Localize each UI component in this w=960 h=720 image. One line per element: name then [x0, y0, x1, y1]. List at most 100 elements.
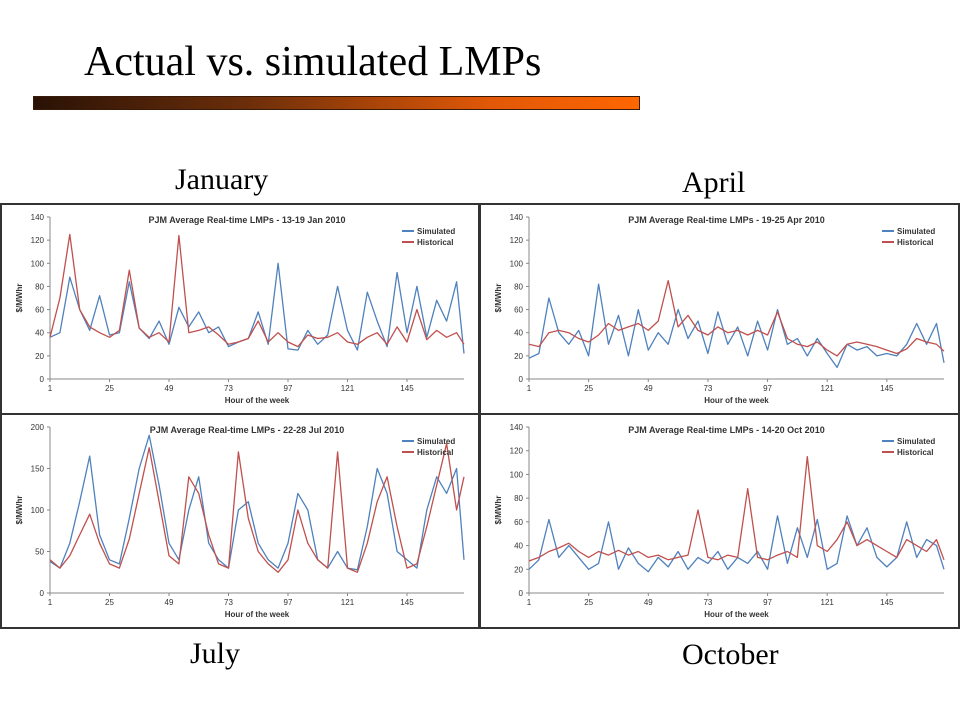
legend-label-simulated: Simulated [417, 437, 455, 446]
y-tick-label: 20 [514, 565, 523, 574]
x-tick-label: 121 [821, 384, 835, 393]
chart-title: PJM Average Real-time LMPs - 13-19 Jan 2… [149, 215, 346, 225]
x-tick-label: 49 [165, 598, 174, 607]
title-underline-bar [33, 96, 640, 110]
x-tick-label: 97 [284, 598, 293, 607]
y-tick-label: 0 [519, 589, 524, 598]
y-tick-label: 100 [510, 470, 524, 479]
chart-october: 0 20 40 60 80 100 120 140 1 25 49 73 97 121 145 Hour of… [481, 415, 958, 627]
x-tick-label: 1 [48, 384, 53, 393]
y-tick-label: 200 [31, 423, 45, 432]
y-tick-label: 20 [35, 352, 44, 361]
chart-january-svg: 0 20 40 60 80 100 120 140 1 25 49 73 97 121 145 Hour of… [15, 213, 465, 405]
legend-label-historical: Historical [897, 448, 933, 457]
legend-label-simulated: Simulated [417, 227, 455, 236]
x-tick-label: 73 [224, 598, 233, 607]
y-tick-label: 120 [510, 447, 524, 456]
series-line-historical [528, 455, 945, 562]
series-line-simulated [49, 262, 465, 354]
series-line-simulated [49, 434, 465, 571]
chart-july-svg: 0 50 100 150 200 1 25 49 73 97 121 145 Hour of the w… [15, 423, 465, 619]
legend-label-historical: Historical [417, 448, 453, 457]
legend-label-historical: Historical [897, 238, 933, 247]
x-tick-label: 97 [763, 384, 772, 393]
chart-april-svg: 0 20 40 60 80 100 120 140 1 25 49 73 97 121 145 Hour of… [494, 213, 945, 405]
x-tick-label: 73 [703, 384, 712, 393]
x-axis-label: Hour of the week [225, 396, 290, 405]
y-tick-label: 20 [514, 352, 523, 361]
y-tick-label: 80 [35, 282, 44, 291]
series-line-simulated [528, 515, 945, 573]
y-tick-label: 50 [35, 548, 44, 557]
x-axis-label: Hour of the week [704, 396, 769, 405]
y-tick-label: 0 [40, 375, 45, 384]
legend-label-simulated: Simulated [897, 437, 935, 446]
y-tick-label: 140 [510, 213, 524, 222]
y-tick-label: 140 [31, 213, 45, 222]
y-tick-label: 140 [510, 423, 524, 432]
y-tick-label: 0 [40, 589, 45, 598]
x-axis-label: Hour of the week [704, 610, 769, 619]
label-october: October [682, 638, 779, 671]
divider-vertical [478, 203, 481, 629]
y-axis-label: $/MWhr [15, 496, 24, 525]
chart-april: 0 20 40 60 80 100 120 140 1 25 49 73 97 121 145 Hour of… [481, 205, 958, 413]
y-tick-label: 40 [514, 542, 523, 551]
divider-horizontal [0, 413, 960, 415]
y-tick-label: 150 [31, 465, 45, 474]
y-tick-label: 40 [35, 329, 44, 338]
y-tick-label: 60 [514, 518, 523, 527]
x-tick-label: 49 [644, 384, 653, 393]
slide-title: Actual vs. simulated LMPs [84, 39, 542, 85]
x-tick-label: 97 [284, 384, 293, 393]
y-axis-label: $/MWhr [15, 284, 24, 313]
x-tick-label: 145 [400, 384, 414, 393]
series-line-historical [49, 442, 465, 573]
x-axis-label: Hour of the week [225, 610, 290, 619]
chart-july: 0 50 100 150 200 1 25 49 73 97 121 145 Hour of the w… [2, 415, 478, 627]
x-tick-label: 145 [880, 384, 894, 393]
x-tick-label: 73 [703, 598, 712, 607]
series-line-historical [528, 279, 945, 357]
x-tick-label: 49 [165, 384, 174, 393]
y-tick-label: 120 [510, 236, 524, 245]
x-tick-label: 145 [880, 598, 894, 607]
chart-title: PJM Average Real-time LMPs - 19-25 Apr 2… [628, 215, 825, 225]
x-tick-label: 121 [341, 384, 355, 393]
chart-title: PJM Average Real-time LMPs - 22-28 Jul 2… [150, 425, 344, 435]
x-tick-label: 121 [341, 598, 355, 607]
label-april: April [682, 166, 746, 199]
x-tick-label: 1 [48, 598, 53, 607]
y-axis-label: $/MWhr [494, 496, 503, 525]
y-tick-label: 0 [519, 375, 524, 384]
x-tick-label: 121 [821, 598, 835, 607]
legend-label-simulated: Simulated [897, 227, 935, 236]
x-tick-label: 25 [584, 384, 593, 393]
x-tick-label: 1 [527, 384, 532, 393]
x-tick-label: 25 [105, 598, 114, 607]
x-tick-label: 1 [527, 598, 532, 607]
x-tick-label: 73 [224, 384, 233, 393]
x-tick-label: 49 [644, 598, 653, 607]
series-line-historical [49, 233, 465, 348]
y-tick-label: 60 [35, 306, 44, 315]
x-tick-label: 25 [584, 598, 593, 607]
y-tick-label: 60 [514, 306, 523, 315]
chart-october-svg: 0 20 40 60 80 100 120 140 1 25 49 73 97 121 145 Hour of… [494, 423, 945, 619]
y-tick-label: 80 [514, 494, 523, 503]
y-tick-label: 100 [510, 259, 524, 268]
y-axis-label: $/MWhr [494, 284, 503, 313]
y-tick-label: 80 [514, 282, 523, 291]
chart-title: PJM Average Real-time LMPs - 14-20 Oct 2… [628, 425, 824, 435]
chart-january: 0 20 40 60 80 100 120 140 1 25 49 73 97 121 145 Hour of… [2, 205, 478, 413]
y-tick-label: 120 [31, 236, 45, 245]
y-tick-label: 100 [31, 506, 45, 515]
x-tick-label: 145 [400, 598, 414, 607]
label-january: January [175, 163, 269, 196]
label-july: July [190, 637, 241, 670]
x-tick-label: 97 [763, 598, 772, 607]
y-tick-label: 40 [514, 329, 523, 338]
y-tick-label: 100 [31, 259, 45, 268]
series-line-simulated [528, 283, 945, 369]
x-tick-label: 25 [105, 384, 114, 393]
